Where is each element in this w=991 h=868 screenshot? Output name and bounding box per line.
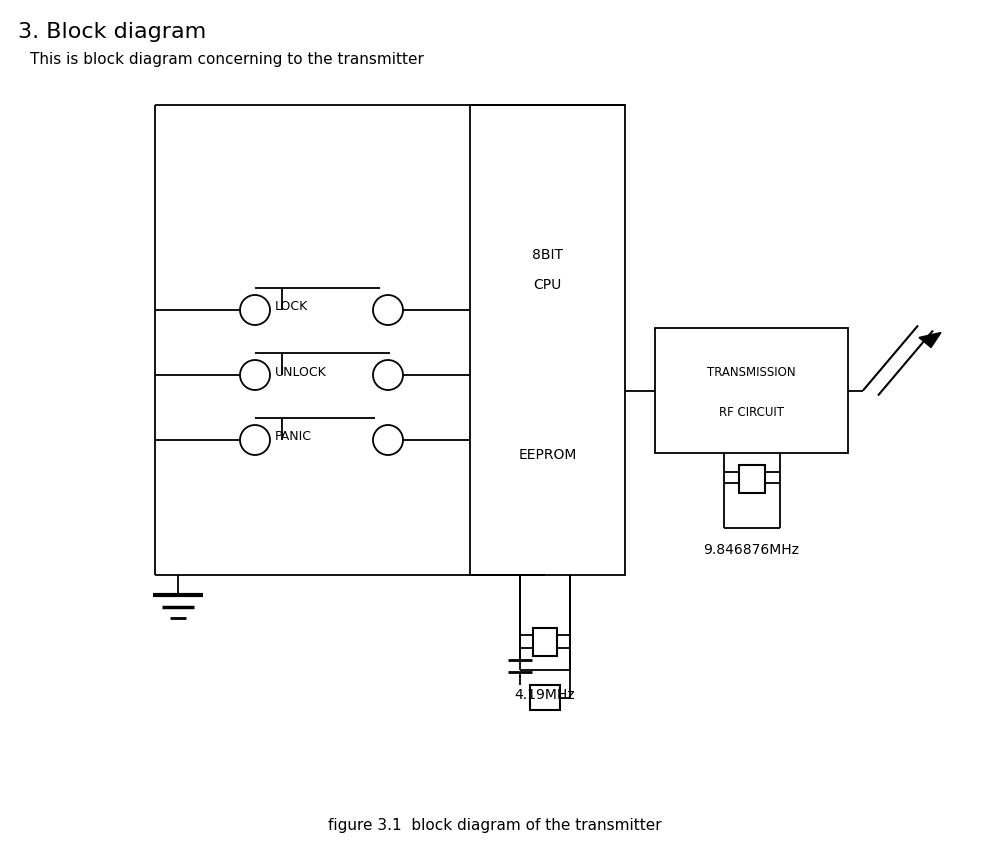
- Text: 3. Block diagram: 3. Block diagram: [18, 22, 206, 42]
- Text: figure 3.1  block diagram of the transmitter: figure 3.1 block diagram of the transmit…: [328, 818, 662, 833]
- Text: 9.846876MHz: 9.846876MHz: [704, 543, 800, 557]
- Text: 4.19MHz: 4.19MHz: [514, 688, 576, 702]
- Bar: [470, 105, 625, 575]
- Bar: [655, 328, 848, 453]
- Text: PANIC: PANIC: [275, 431, 312, 444]
- Bar: [738, 465, 764, 493]
- Bar: [533, 628, 557, 656]
- Text: TRANSMISSION: TRANSMISSION: [708, 366, 796, 379]
- Text: 8BIT: 8BIT: [532, 248, 563, 262]
- Text: RF CIRCUIT: RF CIRCUIT: [719, 406, 784, 419]
- Text: EEPROM: EEPROM: [518, 448, 577, 462]
- Text: UNLOCK: UNLOCK: [275, 365, 327, 378]
- Text: CPU: CPU: [533, 278, 562, 292]
- Bar: [530, 685, 560, 710]
- Polygon shape: [919, 332, 941, 347]
- Text: This is block diagram concerning to the transmitter: This is block diagram concerning to the …: [30, 52, 424, 67]
- Text: LOCK: LOCK: [275, 300, 308, 313]
